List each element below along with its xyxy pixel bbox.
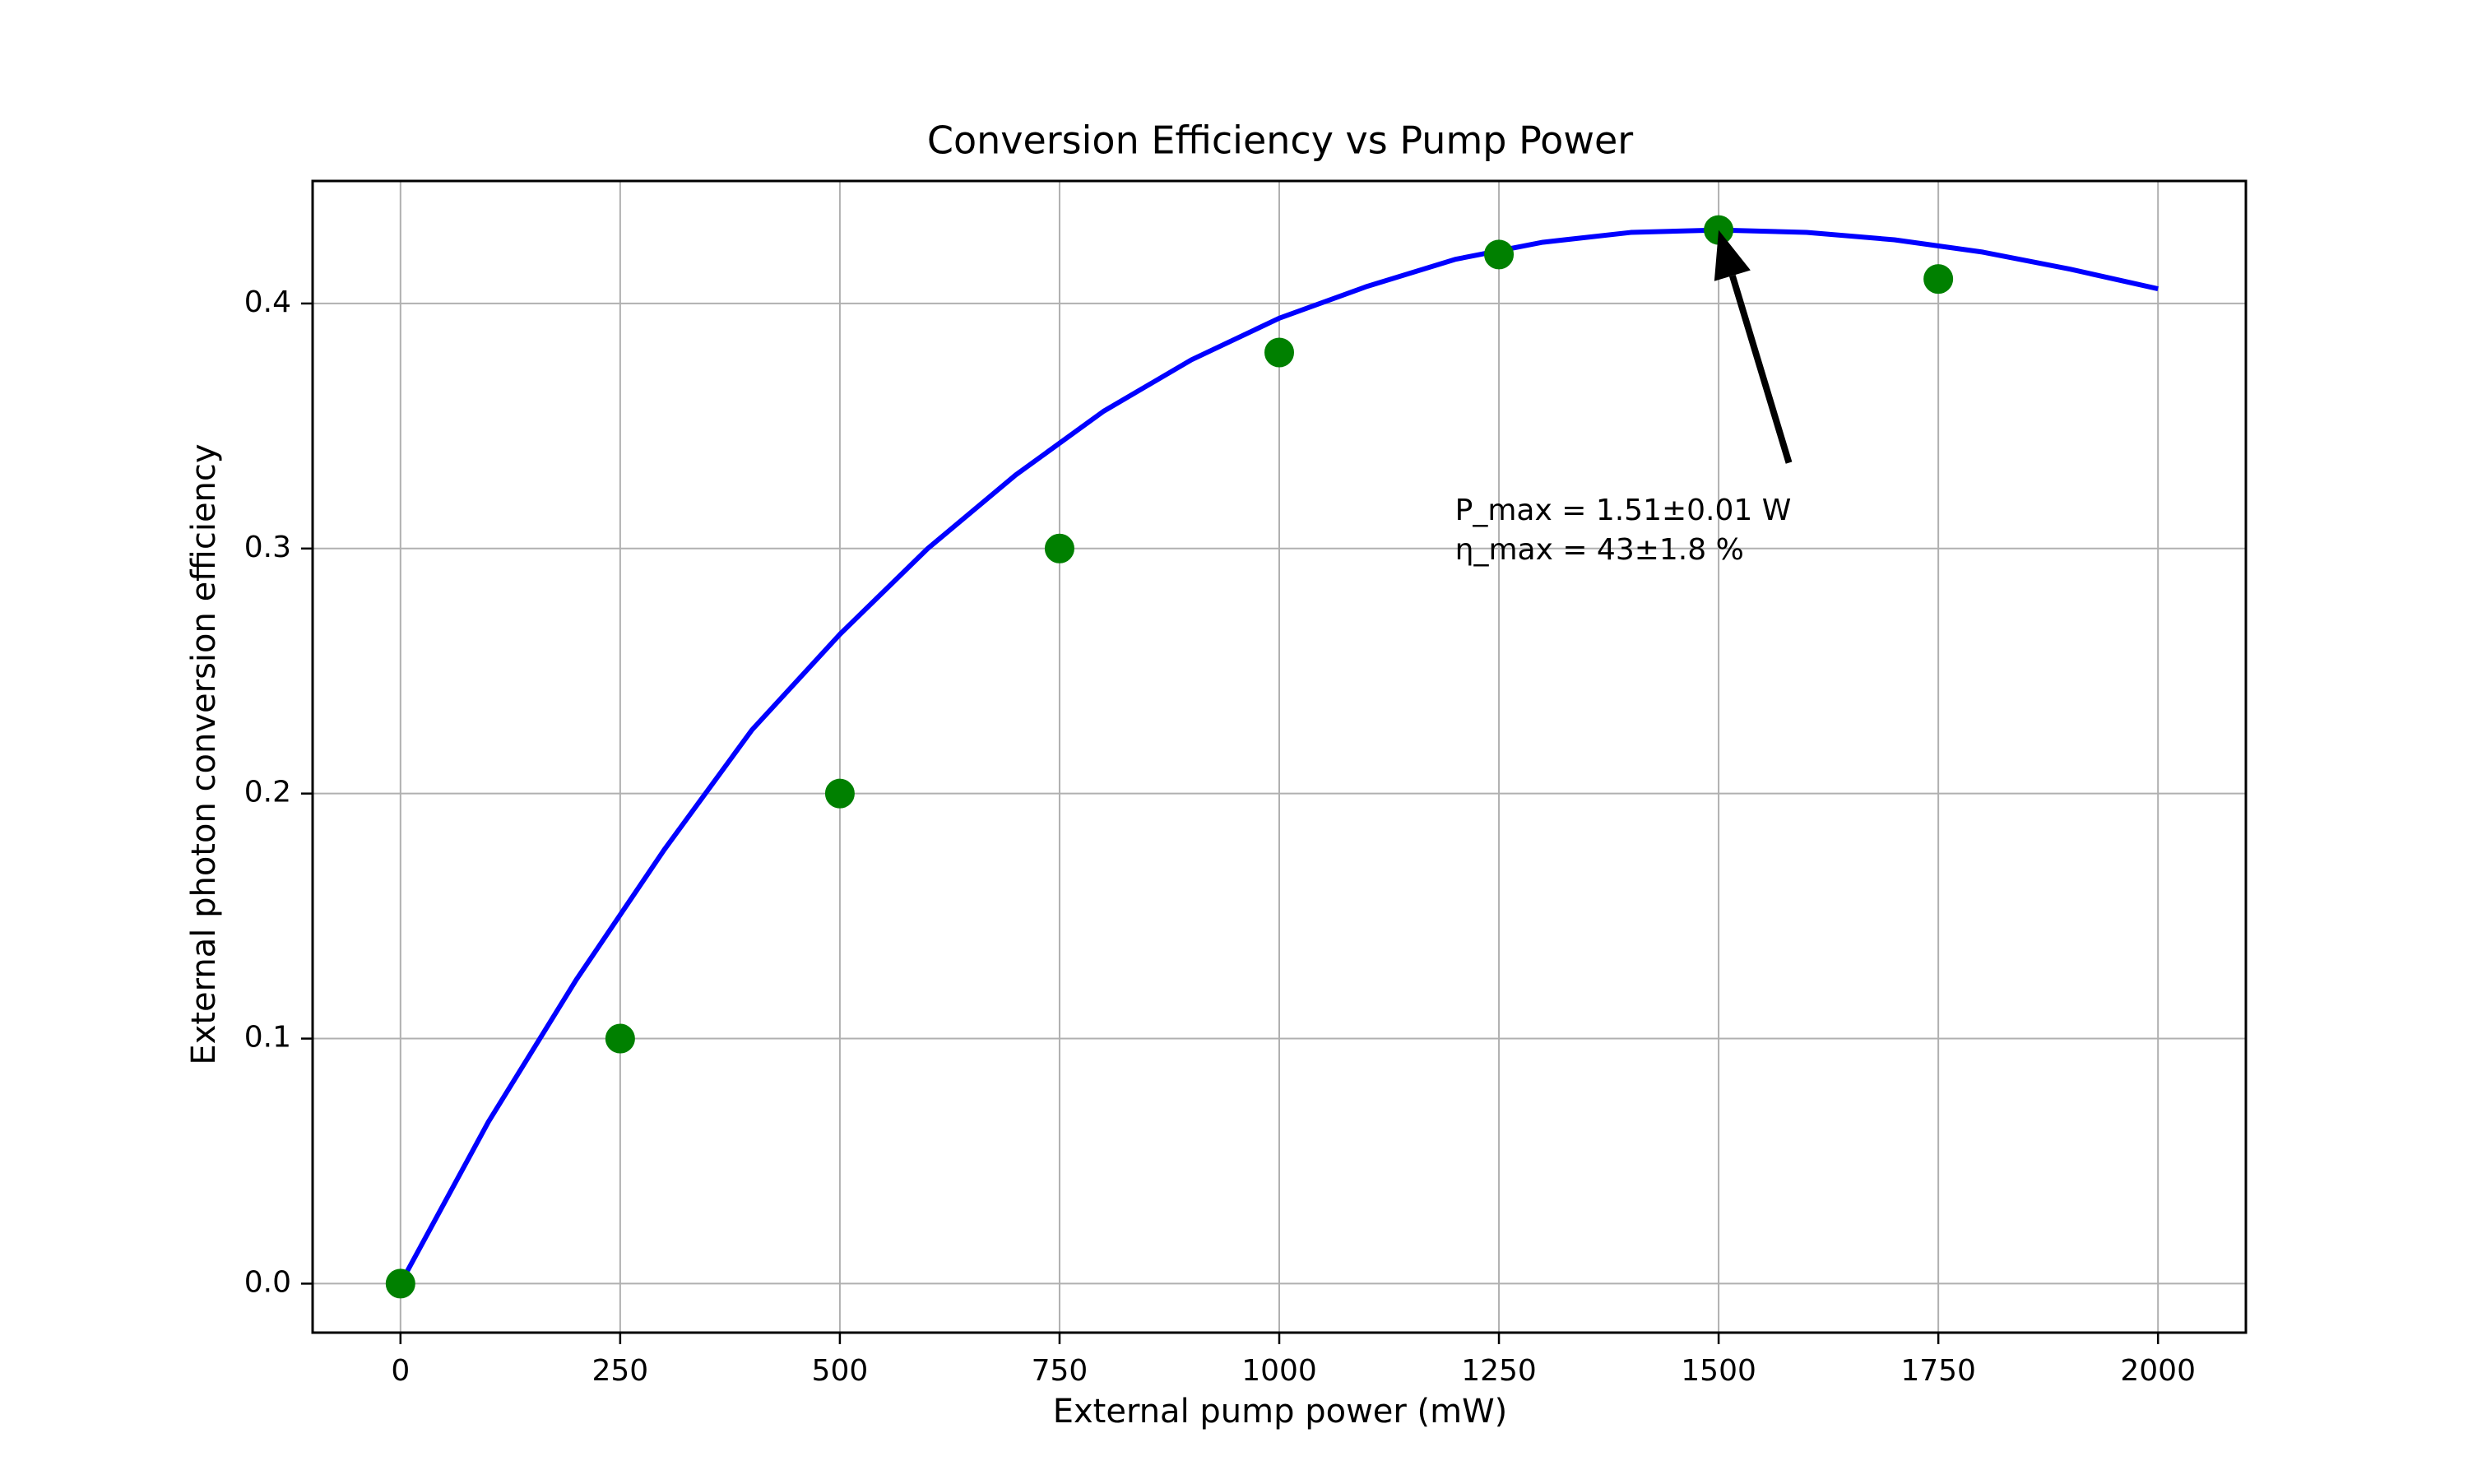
data-point: [1264, 337, 1294, 368]
annotation-layer: P_max = 1.51±0.01 W η_max = 43±1.8 %: [1455, 230, 1793, 567]
plot-layer: [385, 215, 2159, 1299]
y-axis-label: External photon conversion efficiency: [185, 443, 223, 1064]
y-tick-label: 0.3: [244, 531, 291, 564]
annotation-text-line: P_max = 1.51±0.01 W: [1455, 494, 1792, 527]
axes-layer: 0 250 500 750 1000 1250 1500 1750 2000 0.0 0.1 0.2 0…: [244, 179, 2248, 1388]
data-point: [1923, 264, 1954, 294]
x-tick-label: 1250: [1461, 1354, 1537, 1388]
x-tick-label: 0: [391, 1354, 410, 1388]
x-axis-label: External pump power (mW): [1053, 1393, 1508, 1431]
x-tick-label: 750: [1032, 1354, 1088, 1388]
fit-curve-line: [398, 227, 2159, 1285]
y-tick-label: 0.4: [244, 285, 291, 319]
data-point: [824, 778, 855, 809]
annotation-arrow-shaft: [1729, 274, 1793, 464]
y-tick-label: 0.0: [244, 1265, 291, 1299]
annotation-text-line: η_max = 43±1.8 %: [1455, 533, 1744, 567]
x-tick-label: 1000: [1241, 1354, 1317, 1388]
y-tick-label: 0.2: [244, 776, 291, 809]
data-point: [385, 1268, 415, 1299]
x-tick-label: 250: [592, 1354, 649, 1388]
x-tick-label: 2000: [2120, 1354, 2196, 1388]
x-tick-label: 1750: [1900, 1354, 1976, 1388]
x-tick-label: 1500: [1681, 1354, 1756, 1388]
data-point: [1044, 533, 1074, 563]
y-tick-label: 0.1: [244, 1021, 291, 1055]
chart-title: Conversion Efficiency vs Pump Power: [927, 118, 1633, 163]
annotation-arrow-head: [1714, 230, 1751, 281]
data-point: [605, 1023, 635, 1054]
plot-frame: [311, 179, 2248, 1334]
data-point: [1484, 239, 1515, 270]
x-tick-label: 500: [812, 1354, 869, 1388]
